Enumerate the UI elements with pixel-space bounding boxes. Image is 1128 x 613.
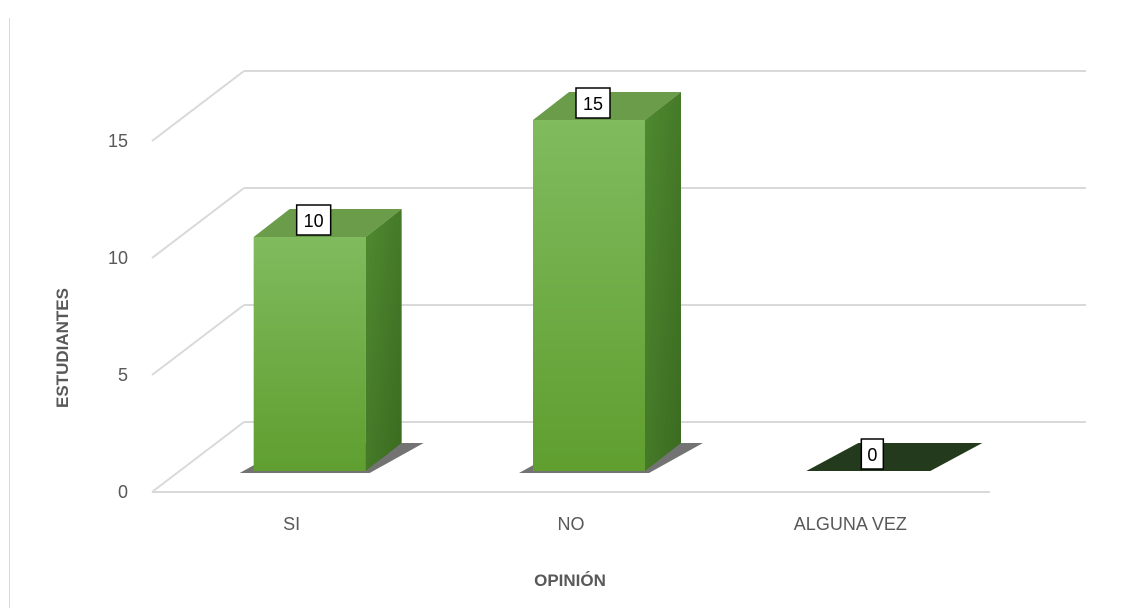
data-label-box — [295, 204, 332, 236]
y-axis-title: ESTUDIANTES — [53, 288, 72, 408]
x-tick-label: ALGUNA VEZ — [794, 514, 907, 534]
data-label: 10 — [304, 211, 324, 231]
x-axis-title: OPINIÓN — [534, 571, 606, 590]
y-tick-label: 15 — [108, 131, 128, 151]
bar-si — [253, 237, 366, 471]
data-labels: 10 15 0 — [295, 87, 885, 470]
x-tick-label: SI — [283, 514, 300, 534]
bar-no — [533, 120, 645, 471]
y-tick-label: 0 — [118, 482, 128, 502]
bars — [239, 92, 983, 473]
data-label-box — [575, 87, 611, 119]
bar-side — [365, 209, 402, 471]
gridline-side — [151, 187, 245, 259]
bar-side — [645, 92, 681, 471]
y-tick-label: 10 — [108, 248, 128, 268]
axes: 0 5 10 15 SI NO ALGUNA VEZ — [108, 131, 990, 534]
gridline-side — [151, 421, 245, 493]
data-label: 15 — [583, 94, 603, 114]
data-label: 0 — [867, 445, 877, 465]
bar-alguna-vez — [806, 443, 983, 471]
chart-border-line — [9, 18, 10, 608]
data-label-box — [860, 438, 885, 470]
y-tick-label: 5 — [118, 365, 128, 385]
gridline-side — [151, 304, 245, 376]
x-tick-label: NO — [558, 514, 585, 534]
gridline-side — [151, 70, 245, 142]
